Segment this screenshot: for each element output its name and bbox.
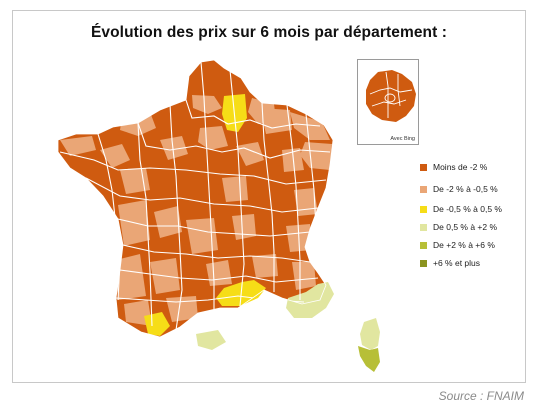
paris-inset-borders	[369, 71, 413, 118]
corsica	[358, 318, 380, 372]
paris-inset: Avec Bing	[357, 59, 419, 145]
department-haute-corse	[360, 318, 380, 350]
legend-swatch	[420, 260, 427, 267]
legend-swatch	[420, 186, 427, 193]
legend-label: +6 % et plus	[433, 258, 481, 268]
legend-item-less-than-minus-2: Moins de -2 %	[420, 162, 530, 174]
legend-label: De 0,5 % à +2 %	[433, 222, 498, 232]
legend-swatch	[420, 242, 427, 249]
paris-inset-map	[366, 70, 416, 122]
legend-label: De +2 % à +6 %	[433, 240, 495, 250]
inset-label: Avec Bing	[390, 136, 415, 142]
map-title: Évolution des prix sur 6 mois par départ…	[90, 24, 448, 41]
mainland-outline	[57, 59, 334, 338]
legend-item-minus-05-to-05: De -0,5 % à 0,5 %	[420, 204, 530, 216]
paris-region-shape	[366, 70, 416, 122]
legend-item-2-to-6: De +2 % à +6 %	[420, 240, 530, 252]
departments-moderate-decline	[60, 95, 332, 326]
legend-label: Moins de -2 %	[433, 162, 488, 172]
legend-item-05-to-2: De 0,5 % à +2 %	[420, 222, 530, 234]
legend-swatch	[420, 164, 427, 171]
legend-item-minus-2-to-minus-05: De -2 % à -0,5 %	[420, 184, 530, 196]
legend-label: De -2 % à -0,5 %	[433, 184, 498, 194]
department-pale-green-provence	[286, 282, 334, 318]
department-corse-du-sud	[358, 346, 380, 372]
legend-label: De -0,5 % à 0,5 %	[433, 204, 502, 214]
department-borders	[59, 61, 331, 331]
legend-item-6-and-more: +6 % et plus	[420, 258, 530, 270]
legend-swatch	[420, 206, 427, 213]
legend-swatch	[420, 224, 427, 231]
department-yellow-southwest	[144, 312, 170, 336]
department-pale-green-pyrenees	[196, 330, 226, 350]
source-credit: Source : FNAIM	[438, 389, 524, 403]
